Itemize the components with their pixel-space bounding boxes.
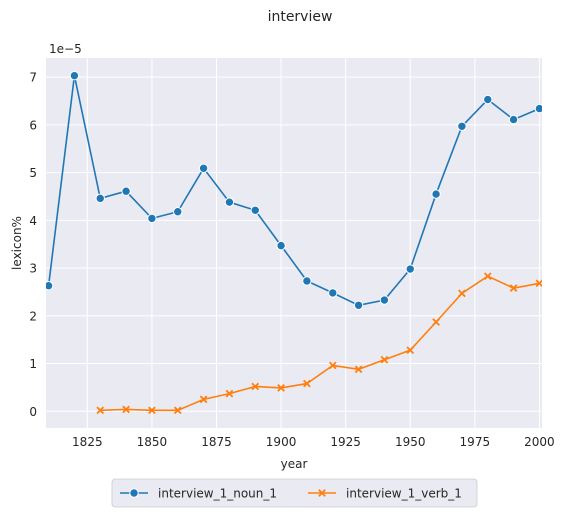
data-point <box>535 279 542 288</box>
data-point <box>406 346 415 355</box>
data-point <box>69 70 80 81</box>
data-point <box>46 281 54 291</box>
legend-entry: interview_1_verb_1 <box>308 487 462 501</box>
data-point <box>328 288 338 298</box>
data-point <box>95 193 105 204</box>
data-point <box>147 213 157 224</box>
x-tick-label: 1925 <box>330 435 361 449</box>
y-tick-label: 0 <box>29 405 37 419</box>
y-axis-label: lexicon% <box>10 216 24 270</box>
y-tick-label: 7 <box>29 71 37 85</box>
data-point <box>508 114 519 125</box>
data-point <box>483 272 492 281</box>
legend-entries: interview_1_noun_1 interview_1_verb_1 <box>120 487 462 501</box>
x-tick-label: 1825 <box>72 435 103 449</box>
data-point <box>121 186 131 196</box>
y-tick-label: 2 <box>29 309 37 323</box>
data-point <box>277 384 285 392</box>
data-point <box>276 240 286 251</box>
legend-label: interview_1_verb_1 <box>346 487 462 501</box>
series-interview_1_noun_1 <box>46 70 542 311</box>
data-point <box>483 94 493 105</box>
legend-entry: interview_1_noun_1 <box>120 487 277 501</box>
data-point <box>199 395 208 404</box>
legend-marker <box>129 488 139 498</box>
legend-marker <box>318 489 326 497</box>
data-point <box>509 284 518 292</box>
tick-labels: 1825 1850 1875 1900 1925 1950 1975 2000 0 1 2 3 4 5 6 7 <box>29 71 554 449</box>
x-tick-label: 1850 <box>137 435 168 449</box>
legend-box <box>111 478 478 508</box>
series-line <box>47 75 540 307</box>
data-point <box>225 389 234 398</box>
grid-lines <box>46 58 542 428</box>
data-point <box>353 300 364 311</box>
data-point <box>534 103 542 114</box>
chart-title: interview <box>268 9 333 25</box>
data-point <box>250 205 260 215</box>
data-point <box>96 406 105 415</box>
x-tick-label: 1950 <box>395 435 426 449</box>
series-layer <box>46 70 542 415</box>
data-point <box>379 295 390 305</box>
data-point <box>302 276 312 286</box>
data-point <box>405 264 415 274</box>
data-point <box>457 121 467 131</box>
x-tick-label: 1875 <box>201 435 232 449</box>
y-tick-label: 1 <box>29 357 37 371</box>
data-point <box>432 318 440 326</box>
y-tick-label: 3 <box>29 262 37 276</box>
data-point <box>224 197 235 207</box>
x-tick-label: 2000 <box>524 435 555 449</box>
data-point <box>198 163 209 173</box>
plot-area <box>46 58 542 428</box>
legend: interview_1_noun_1 interview_1_verb_1 <box>111 478 478 508</box>
x-tick-label: 1975 <box>460 435 491 449</box>
y-tick-label: 4 <box>29 214 37 228</box>
data-point <box>173 406 182 415</box>
legend-label: interview_1_noun_1 <box>158 487 277 501</box>
data-point <box>251 382 260 391</box>
x-axis-label: year <box>281 457 308 471</box>
data-point <box>354 365 363 374</box>
x-tick-label: 1900 <box>266 435 297 449</box>
y-axis-exponent: 1e−5 <box>49 42 82 56</box>
data-point <box>122 405 130 414</box>
data-point <box>458 289 466 298</box>
data-point <box>148 406 156 415</box>
series-interview_1_verb_1 <box>96 272 542 415</box>
y-tick-label: 5 <box>29 166 37 180</box>
data-point <box>328 361 337 370</box>
data-point <box>173 207 183 217</box>
series-line <box>100 275 540 412</box>
y-tick-label: 6 <box>29 118 37 132</box>
data-point <box>380 355 389 364</box>
data-point <box>431 189 441 199</box>
data-point <box>303 379 311 388</box>
